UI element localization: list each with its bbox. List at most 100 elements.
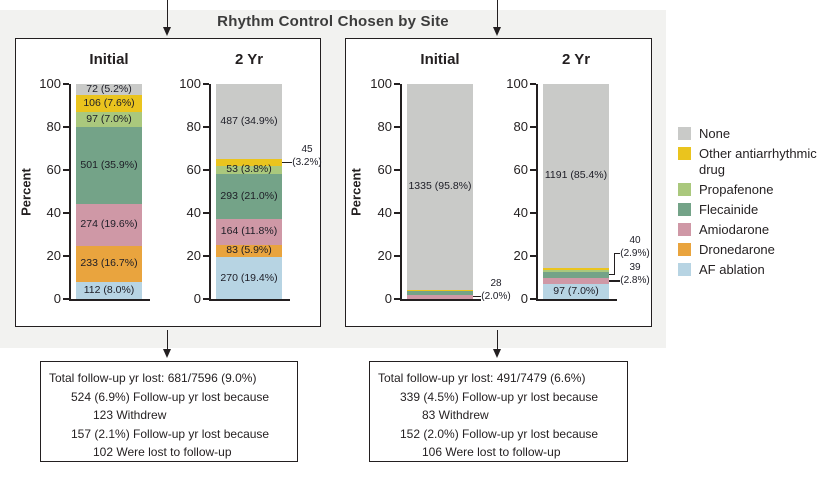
bar-segment: 72 (5.2%) (76, 83, 142, 96)
legend-swatch-icon (678, 243, 691, 256)
y-tick-mark (203, 298, 209, 300)
y-tick-label: 100 (39, 76, 61, 91)
y-tick-mark (63, 298, 69, 300)
y-tick-mark (394, 255, 400, 257)
segment-value-label-outside: 40 (2.9%) (620, 235, 650, 260)
y-tick-mark (530, 126, 536, 128)
y-tick-label: 60 (513, 162, 528, 177)
followup-note-right: Total follow-up yr lost: 491/7479 (6.6%)… (369, 361, 628, 462)
y-tick-mark (530, 255, 536, 257)
y-tick-mark (63, 126, 69, 128)
column-header: Initial (420, 51, 460, 68)
legend-item: Other antiarrhythmic drug (678, 146, 838, 178)
legend-swatch-icon (678, 183, 691, 196)
y-tick-label: 40 (513, 205, 528, 220)
flow-arrow-bottom-left (166, 330, 168, 349)
y-tick-label: 40 (377, 205, 392, 220)
segment-value-label: 293 (21.0%) (220, 190, 278, 203)
column-header: Initial (89, 51, 129, 68)
y-tick-label: 0 (520, 291, 528, 306)
y-tick-mark (203, 255, 209, 257)
y-tick-label: 80 (186, 119, 201, 134)
legend-label: Propafenone (699, 182, 774, 197)
flow-arrow-top-left (166, 0, 168, 27)
arrowhead-down-icon (162, 27, 171, 36)
segment-value-label: 97 (7.0%) (86, 112, 132, 125)
y-tick-label: 20 (377, 248, 392, 263)
column-header: 2 Yr (234, 51, 264, 68)
segment-value-label-outside: 39 (2.8%) (620, 262, 650, 287)
legend-label: Dronedarone (699, 242, 775, 257)
y-tick-mark (203, 83, 209, 85)
x-axis-line (400, 299, 481, 301)
flow-arrow-bottom-right (496, 330, 498, 349)
bar-segment: 53 (3.8%) (216, 163, 282, 176)
note-line: 157 (2.1%) Follow-up yr lost because (71, 426, 270, 441)
y-tick-label: 60 (46, 162, 61, 177)
label-connector (609, 274, 615, 276)
x-axis-line (209, 299, 290, 301)
plot-area: 100 80 60 40 20 0 487 (34.9%) 53 (3.8%) 293 (21.… (172, 76, 342, 306)
y-tick-label: 0 (193, 291, 201, 306)
segment-value-label-outside: 28 (2.0%) (481, 278, 511, 303)
y-tick-label: 20 (46, 248, 61, 263)
legend-label: Other antiarrhythmic drug (699, 146, 817, 177)
y-axis-line (209, 84, 211, 300)
segment-value-label: 1335 (95.8%) (408, 180, 472, 193)
y-tick-mark (394, 169, 400, 171)
y-tick-mark (203, 126, 209, 128)
label-connector (614, 253, 620, 255)
legend-item: None (678, 126, 838, 142)
note-line: 106 Were lost to follow-up (422, 445, 561, 459)
y-tick-label: 0 (384, 291, 392, 306)
y-tick-label: 20 (186, 248, 201, 263)
legend-label: Amiodarone (699, 222, 770, 237)
stacked-bar-chart-2yr: 2 Yr 100 80 60 40 20 0 487 (34.9%) 53 (3.8%) 293 … (172, 51, 342, 306)
panel-right: Percent Initial 100 80 60 40 20 0 1335 (95.8%) 2… (345, 38, 652, 327)
bar-segment: 97 (7.0%) (76, 111, 142, 127)
y-tick-label: 100 (179, 76, 201, 91)
y-tick-mark (63, 255, 69, 257)
y-tick-mark (394, 83, 400, 85)
stacked-bar: 72 (5.2%) 106 (7.6%) 97 (7.0%) 501 (35.9%) 2… (76, 84, 142, 299)
y-axis-line (69, 84, 71, 300)
segment-value-label: 106 (7.6%) (83, 96, 135, 109)
y-tick-mark (394, 298, 400, 300)
stacked-bar: 487 (34.9%) 53 (3.8%) 293 (21.0%) 164 (11.8… (216, 84, 282, 299)
legend-label: Flecainide (699, 202, 759, 217)
stacked-bar: 1191 (85.4%) 97 (7.0%) (543, 84, 609, 299)
legend-item: Propafenone (678, 182, 838, 198)
y-tick-label: 40 (186, 205, 201, 220)
x-axis-line (69, 299, 150, 301)
y-tick-label: 40 (46, 205, 61, 220)
y-tick-label: 20 (513, 248, 528, 263)
segment-value-label: 53 (3.8%) (226, 163, 272, 176)
note-line: 339 (4.5%) Follow-up yr lost because (400, 389, 599, 404)
legend: None Other antiarrhythmic drug Propafenone… (678, 126, 838, 278)
legend-swatch-icon (678, 203, 691, 216)
segment-value-label: 72 (5.2%) (86, 83, 132, 96)
legend-item: Amiodarone (678, 222, 838, 238)
note-line: 123 Withdrew (93, 408, 167, 422)
note-line: 83 Withdrew (422, 408, 489, 422)
bar-segment: 274 (19.6%) (76, 203, 142, 246)
segment-value-label: 274 (19.6%) (80, 218, 138, 231)
y-tick-label: 100 (370, 76, 392, 91)
bar-segment: 1191 (85.4%) (543, 84, 609, 268)
bar-segment (543, 271, 609, 278)
bar-segment: 487 (34.9%) (216, 84, 282, 160)
segment-value-label: 83 (5.9%) (226, 244, 272, 257)
segment-value-label: 233 (16.7%) (80, 257, 138, 270)
y-tick-label: 100 (506, 76, 528, 91)
y-tick-mark (63, 169, 69, 171)
y-tick-label: 60 (377, 162, 392, 177)
legend-label: AF ablation (699, 262, 765, 277)
legend-item: Flecainide (678, 202, 838, 218)
segment-value-label: 164 (11.8%) (220, 225, 278, 238)
legend-label: None (699, 126, 731, 141)
y-tick-mark (203, 212, 209, 214)
bar-segment: 106 (7.6%) (76, 95, 142, 112)
bar-segment: 83 (5.9%) (216, 244, 282, 258)
legend-swatch-icon (678, 127, 691, 140)
segment-value-label: 270 (19.4%) (220, 271, 278, 284)
